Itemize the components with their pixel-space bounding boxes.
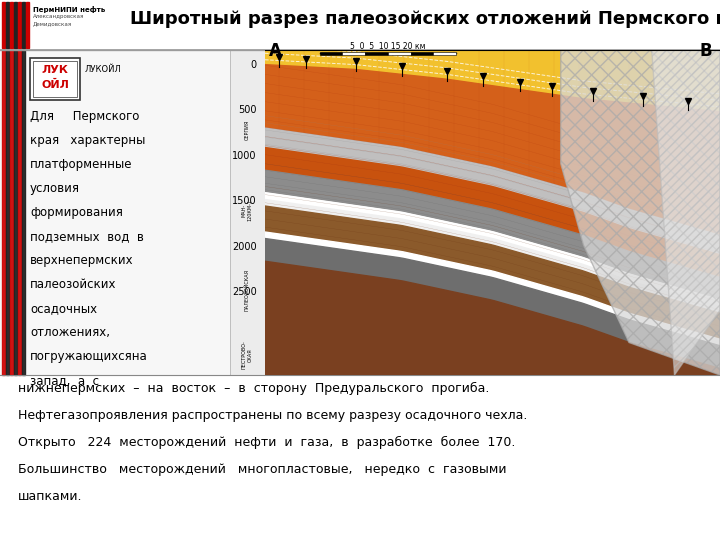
- Bar: [30, 58, 80, 100]
- Polygon shape: [265, 261, 720, 375]
- Polygon shape: [265, 170, 720, 300]
- Polygon shape: [265, 128, 720, 255]
- Polygon shape: [265, 50, 720, 112]
- Text: погружающихсяна: погружающихсяна: [30, 350, 148, 363]
- Polygon shape: [265, 65, 720, 235]
- Text: 1000: 1000: [233, 151, 257, 160]
- Text: 1500: 1500: [232, 196, 257, 206]
- Bar: [30, 4, 115, 40]
- Bar: [6, 2, 9, 48]
- Text: палеозойских: палеозойских: [30, 278, 117, 291]
- Bar: [18, 2, 21, 48]
- Bar: [365, 52, 388, 55]
- Text: Открыто   224  месторождений  нефти  и  газа,  в  разработке  более  170.: Открыто 224 месторождений нефти и газа, …: [18, 436, 516, 449]
- Bar: [0, 50, 230, 375]
- Text: платформенные: платформенные: [30, 158, 132, 171]
- Text: условия: условия: [30, 182, 80, 195]
- Bar: [22, 2, 25, 48]
- Text: 5  0  5  10 15 20 км: 5 0 5 10 15 20 км: [350, 42, 426, 51]
- Bar: [14, 50, 17, 375]
- Text: 500: 500: [238, 105, 257, 115]
- Text: 2500: 2500: [232, 287, 257, 297]
- Polygon shape: [652, 50, 720, 375]
- Text: ПЕСТРОВО-
СКАЯ: ПЕСТРОВО- СКАЯ: [242, 341, 253, 369]
- Bar: [388, 52, 410, 55]
- Text: Нефтегазопроявления распространены по всему разрезу осадочного чехла.: Нефтегазопроявления распространены по вс…: [18, 409, 527, 422]
- Bar: [6, 50, 9, 375]
- Text: ПермНИПИ нефть: ПермНИПИ нефть: [33, 6, 105, 13]
- Text: 0: 0: [251, 59, 257, 70]
- Text: ЛУКОЙЛ: ЛУКОЙЛ: [85, 65, 122, 75]
- Bar: [2, 2, 5, 48]
- Text: формирования: формирования: [30, 206, 123, 219]
- Bar: [433, 52, 456, 55]
- Text: A: A: [269, 42, 282, 60]
- Bar: [230, 50, 265, 375]
- Bar: [10, 50, 13, 375]
- Polygon shape: [265, 232, 720, 346]
- Polygon shape: [265, 193, 720, 307]
- Text: запад,  а  с: запад, а с: [30, 374, 99, 387]
- Polygon shape: [265, 239, 720, 368]
- Bar: [14, 2, 17, 48]
- Text: отложениях,: отложениях,: [30, 326, 110, 339]
- Bar: [22, 50, 25, 375]
- Bar: [26, 2, 29, 48]
- Text: края   характерны: края характерны: [30, 134, 145, 147]
- Text: Для     Пермского: Для Пермского: [30, 110, 140, 123]
- Text: МАН-
120КМ-1: МАН- 120КМ-1: [242, 199, 253, 221]
- Text: осадочных: осадочных: [30, 302, 97, 315]
- Bar: [33, 61, 77, 97]
- Text: СЕРПИЯ: СЕРПИЯ: [245, 120, 250, 140]
- Polygon shape: [265, 206, 720, 339]
- Text: 2000: 2000: [232, 241, 257, 252]
- Text: Широтный разрез палеозойских отложений Пермского края: Широтный разрез палеозойских отложений П…: [130, 10, 720, 28]
- Text: ПАЛЕОЗОЙСКАЯ: ПАЛЕОЗОЙСКАЯ: [245, 269, 250, 311]
- Bar: [410, 52, 433, 55]
- Bar: [320, 52, 342, 55]
- Bar: [2, 50, 5, 375]
- Text: ОЙЛ: ОЙЛ: [41, 80, 69, 90]
- Text: Демидовская: Демидовская: [33, 21, 72, 26]
- Text: верхнепермских: верхнепермских: [30, 254, 134, 267]
- Text: нижнепермских  –  на  восток  –  в  сторону  Предуральского  прогиба.: нижнепермских – на восток – в сторону Пр…: [18, 382, 490, 395]
- Polygon shape: [265, 147, 720, 278]
- Text: шапками.: шапками.: [18, 490, 83, 503]
- Text: подземных  вод  в: подземных вод в: [30, 230, 144, 243]
- Bar: [10, 2, 13, 48]
- Text: ЛУК: ЛУК: [42, 65, 68, 75]
- Bar: [0, 0, 720, 50]
- Text: Большинство   месторождений   многопластовые,   нередко  с  газовыми: Большинство месторождений многопластовые…: [18, 463, 506, 476]
- Text: B: B: [699, 42, 712, 60]
- Polygon shape: [265, 199, 720, 313]
- Bar: [18, 50, 21, 375]
- Polygon shape: [561, 50, 720, 375]
- Bar: [342, 52, 365, 55]
- Text: Александровская: Александровская: [33, 14, 84, 19]
